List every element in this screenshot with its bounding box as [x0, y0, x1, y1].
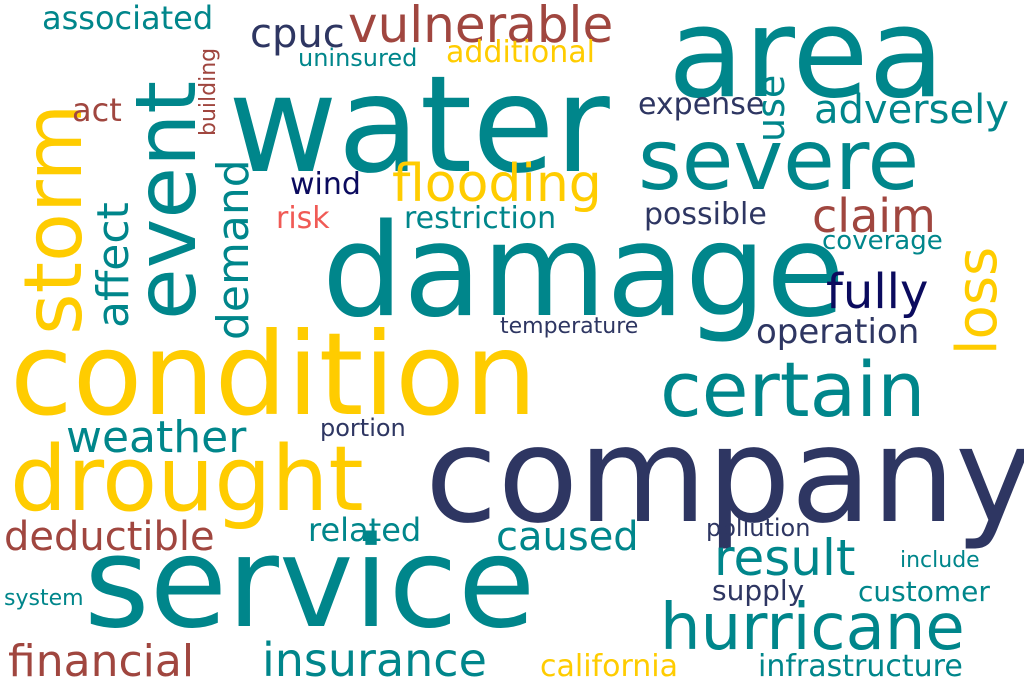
word-weather: weather: [66, 412, 247, 463]
word-expense: expense: [638, 87, 765, 122]
word-vulnerable: vulnerable: [348, 0, 614, 54]
word-hurricane: hurricane: [660, 591, 965, 665]
word-company: company: [425, 399, 1024, 553]
word-system: system: [4, 586, 84, 611]
word-customer: customer: [858, 575, 990, 608]
word-caused: caused: [496, 514, 639, 560]
word-supply: supply: [712, 574, 805, 607]
word-drought: drought: [10, 427, 364, 532]
word-water: water: [228, 47, 610, 203]
word-infrastructure: infrastructure: [758, 649, 963, 684]
word-deductible: deductible: [4, 514, 215, 560]
word-risk: risk: [276, 201, 330, 236]
word-result: result: [714, 529, 856, 587]
word-severe: severe: [638, 111, 920, 209]
word-building: building: [196, 47, 221, 136]
word-california: california: [540, 649, 679, 684]
word-operation: operation: [756, 312, 920, 352]
word-coverage: coverage: [822, 226, 943, 256]
word-associated: associated: [42, 0, 214, 37]
word-storm: storm: [7, 103, 100, 335]
word-damage: damage: [322, 197, 845, 346]
word-restriction: restriction: [404, 201, 557, 236]
word-financial: financial: [8, 636, 195, 687]
word-include: include: [900, 548, 980, 573]
word-uninsured: uninsured: [298, 44, 418, 72]
word-possible: possible: [644, 197, 767, 232]
word-fully: fully: [826, 264, 929, 320]
word-adversely: adversely: [814, 87, 1009, 133]
word-portion: portion: [320, 414, 406, 442]
word-act: act: [72, 91, 122, 129]
word-claim: claim: [812, 189, 936, 243]
word-temperature: temperature: [500, 314, 639, 339]
word-related: related: [308, 511, 422, 549]
word-wind: wind: [290, 167, 361, 202]
word-insurance: insurance: [262, 633, 487, 687]
word-demand: demand: [208, 159, 259, 340]
word-pollution: pollution: [706, 514, 811, 542]
word-service: service: [84, 509, 536, 656]
word-certain: certain: [660, 345, 926, 434]
word-area: area: [668, 0, 945, 126]
word-loss: loss: [945, 246, 1010, 355]
word-condition: condition: [10, 308, 538, 441]
word-additional: additional: [446, 35, 595, 70]
word-cpuc: cpuc: [250, 11, 345, 57]
word-affect: affect: [88, 202, 139, 328]
word-flooding: flooding: [392, 154, 602, 214]
